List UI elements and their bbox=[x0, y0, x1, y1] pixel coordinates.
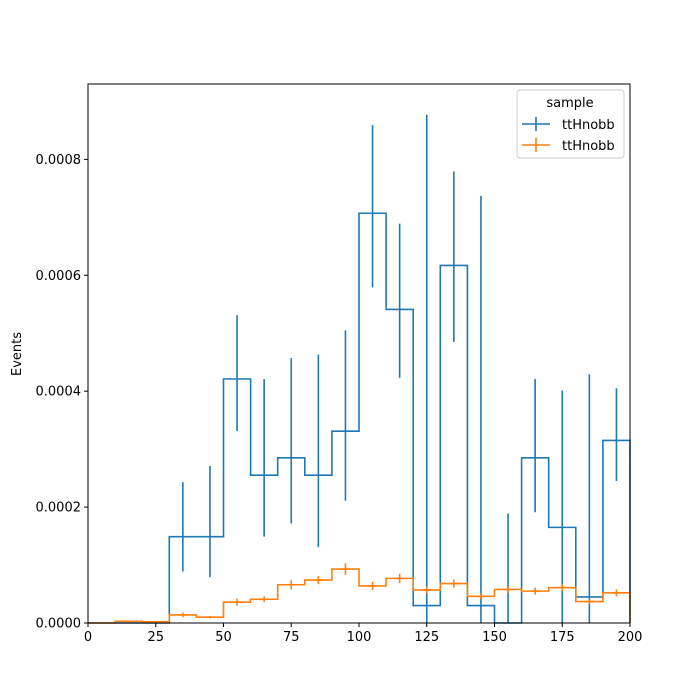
series-2-errorbar bbox=[204, 616, 215, 619]
series-2-errorbar bbox=[286, 580, 297, 590]
series-2-errorbar bbox=[259, 596, 270, 603]
series-2-errorbar bbox=[503, 585, 514, 593]
y-axis-label: Events bbox=[10, 332, 25, 376]
y-tick-label: 0.0002 bbox=[36, 501, 82, 516]
y-tick-label: 0.0004 bbox=[36, 385, 82, 400]
series-2-errorbar bbox=[475, 593, 486, 600]
y-axis: 0.0000 0.0002 0.0004 0.0006 0.0008 bbox=[36, 153, 88, 632]
series-2-errorbar bbox=[177, 612, 188, 618]
series-2-errorbar bbox=[584, 599, 595, 604]
legend-label: ttHnobb bbox=[562, 118, 615, 133]
legend: sample ttHnobb ttHnobb bbox=[516, 89, 625, 159]
y-tick-label: 0.0000 bbox=[36, 617, 82, 632]
x-axis: 0 25 50 75 100 125 150 175 200 bbox=[84, 623, 643, 645]
series-2-errorbar bbox=[611, 589, 622, 597]
y-tick-label: 0.0008 bbox=[36, 153, 82, 168]
x-tick-label: 75 bbox=[283, 630, 300, 645]
legend-entry-1: ttHnobb bbox=[522, 117, 615, 133]
series-2-errorbar bbox=[313, 576, 324, 585]
series-2-errorbar bbox=[232, 598, 243, 606]
x-tick-label: 100 bbox=[347, 630, 372, 645]
x-tick-label: 25 bbox=[147, 630, 164, 645]
series-2-errorbar bbox=[367, 581, 378, 590]
x-tick-label: 200 bbox=[618, 630, 643, 645]
x-tick-label: 125 bbox=[414, 630, 439, 645]
series-2-errorbar bbox=[123, 620, 134, 623]
x-tick-label: 0 bbox=[84, 630, 92, 645]
series-2-errorbar bbox=[394, 573, 405, 584]
x-tick-label: 50 bbox=[215, 630, 232, 645]
legend-title: sample bbox=[546, 96, 593, 111]
plot-area bbox=[88, 114, 631, 624]
legend-frame bbox=[516, 89, 625, 159]
series-2-errorbar bbox=[448, 579, 459, 588]
legend-entry-2: ttHnobb bbox=[522, 138, 615, 154]
series-2-errorbar bbox=[150, 621, 161, 623]
legend-label: ttHnobb bbox=[562, 139, 615, 154]
y-tick-label: 0.0006 bbox=[36, 269, 82, 284]
series-2-errorbar bbox=[340, 563, 351, 575]
series-2-errorbar bbox=[530, 587, 541, 595]
series-2-errorbar bbox=[557, 584, 568, 592]
series-2-errorbar bbox=[421, 586, 432, 594]
x-tick-label: 150 bbox=[482, 630, 507, 645]
series-1 bbox=[88, 114, 631, 624]
x-tick-label: 175 bbox=[550, 630, 575, 645]
series-2 bbox=[88, 563, 631, 624]
series-1-step-line bbox=[88, 212, 631, 624]
